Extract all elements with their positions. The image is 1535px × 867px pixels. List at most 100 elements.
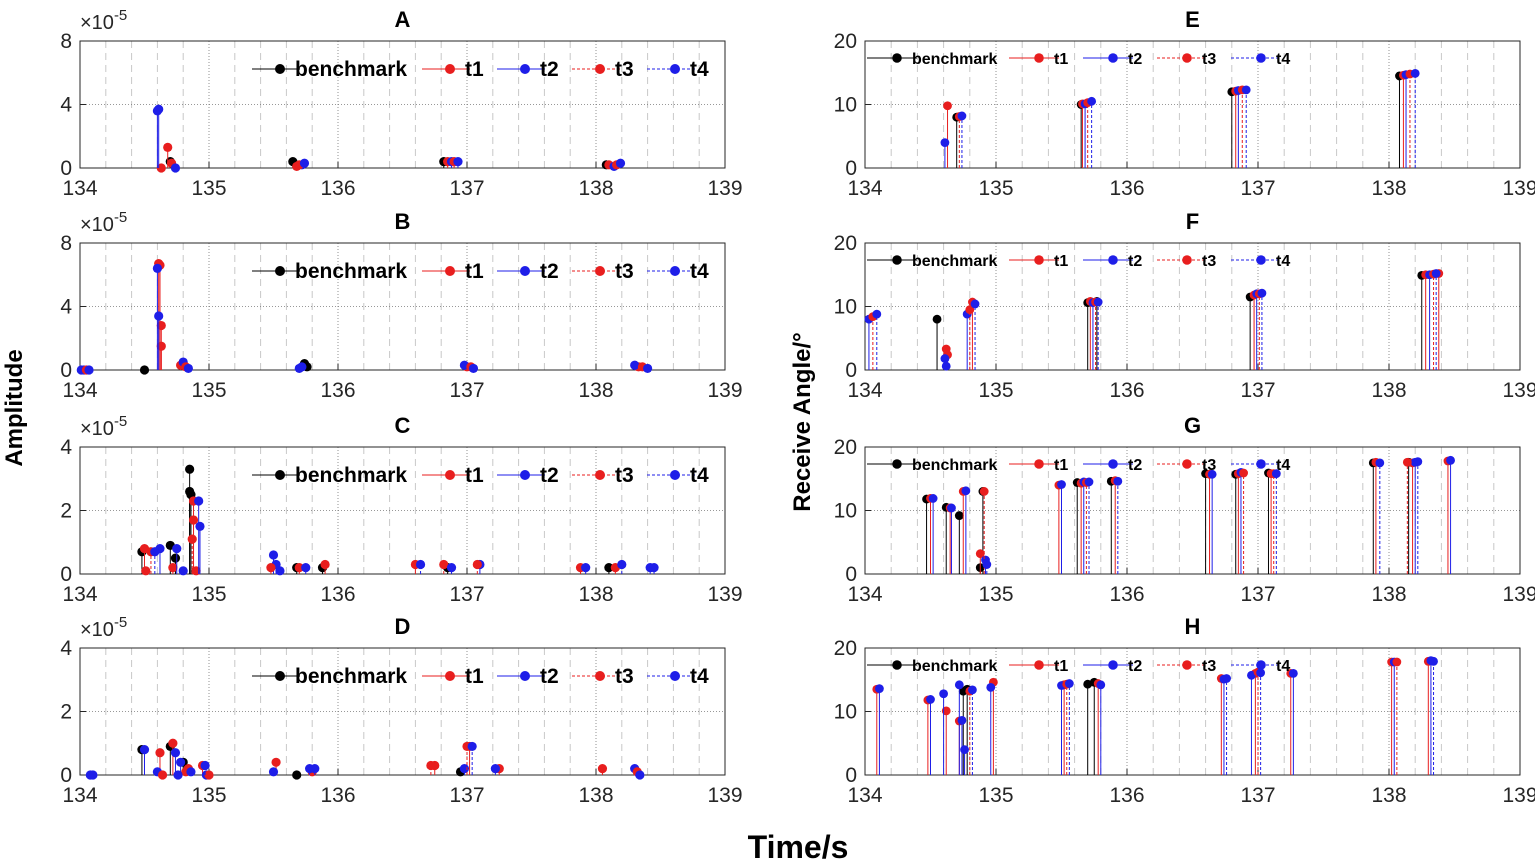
legend-marker-t4 xyxy=(1256,255,1266,265)
marker-t2 xyxy=(154,311,164,321)
legend-label-t1: t1 xyxy=(1054,253,1068,270)
legend-marker-t1 xyxy=(1034,459,1044,469)
marker-t4 xyxy=(275,566,285,576)
marker-t2 xyxy=(960,745,969,754)
legend-label-t3: t3 xyxy=(1202,457,1216,474)
marker-t4 xyxy=(649,563,659,573)
marker-t3 xyxy=(439,559,449,570)
axis-exponent-label: ×10-5 xyxy=(80,614,127,641)
legend-label-t4: t4 xyxy=(690,665,709,688)
legend-marker-t2 xyxy=(520,671,530,681)
marker-t2 xyxy=(1057,480,1066,489)
legend-label-t4: t4 xyxy=(690,260,709,283)
x-tick-label: 139 xyxy=(707,583,742,606)
marker-t1 xyxy=(597,764,608,774)
legend-marker-benchmark xyxy=(892,660,902,670)
legend-label-t4: t4 xyxy=(1276,658,1290,675)
panel-title: B xyxy=(395,209,411,234)
marker-t4 xyxy=(1241,85,1251,95)
y-tick-label: 20 xyxy=(834,30,857,53)
marker-benchmark xyxy=(185,464,195,474)
panel-title: E xyxy=(1185,7,1200,32)
marker-t4 xyxy=(635,770,645,780)
marker-t2 xyxy=(176,757,186,767)
x-tick-label: 139 xyxy=(1502,177,1535,200)
marker-t4 xyxy=(1084,477,1094,487)
legend-label-benchmark: benchmark xyxy=(295,464,407,487)
marker-t3 xyxy=(187,534,197,544)
marker-t4 xyxy=(150,547,160,557)
marker-t3 xyxy=(1402,457,1412,467)
marker-t1 xyxy=(188,515,199,525)
y-tick-label: 4 xyxy=(60,94,72,117)
y-tick-label: 0 xyxy=(60,764,72,787)
marker-t1 xyxy=(975,549,985,559)
x-tick-label: 137 xyxy=(1240,784,1275,807)
legend: benchmark t1 t2 t3 t4 xyxy=(867,51,1290,68)
legend: benchmark t1 t2 t3 t4 xyxy=(867,658,1290,675)
marker-t2 xyxy=(195,521,205,531)
marker-t4 xyxy=(643,363,653,374)
legend-label-t1: t1 xyxy=(1054,658,1068,675)
x-tick-label: 137 xyxy=(1240,379,1275,402)
marker-t4 xyxy=(1113,476,1123,486)
marker-t4 xyxy=(872,309,882,319)
marker-benchmark xyxy=(139,365,150,375)
legend-label-t3: t3 xyxy=(615,464,634,487)
marker-t2 xyxy=(941,361,951,371)
x-tick-label: 138 xyxy=(578,379,613,402)
marker-t4 xyxy=(467,741,477,752)
y-tick-label: 20 xyxy=(834,232,857,255)
legend-label-t4: t4 xyxy=(1276,51,1290,68)
x-tick-label: 138 xyxy=(578,583,613,606)
marker-t3 xyxy=(157,770,168,780)
legend-label-t1: t1 xyxy=(465,260,484,283)
marker-t1 xyxy=(943,101,952,111)
legend: benchmark t1 t2 t3 t4 xyxy=(252,260,709,283)
legend-label-t2: t2 xyxy=(1128,51,1142,68)
panel-title: G xyxy=(1184,413,1201,438)
marker-t4 xyxy=(1375,458,1385,468)
legend: benchmark t1 t2 t3 t4 xyxy=(252,665,709,688)
marker-t4 xyxy=(581,563,591,573)
marker-t1 xyxy=(294,563,304,573)
marker-t4 xyxy=(617,559,627,570)
legend: benchmark t1 t2 t3 t4 xyxy=(867,457,1290,474)
x-tick-label: 134 xyxy=(62,784,97,807)
marker-t2 xyxy=(957,715,967,725)
marker-t4 xyxy=(970,299,980,309)
legend-marker-t1 xyxy=(445,64,455,74)
marker-t4 xyxy=(88,770,98,780)
legend-label-benchmark: benchmark xyxy=(912,457,997,474)
right-y-axis-label: Receive Angle/° xyxy=(789,332,816,511)
legend-marker-t1 xyxy=(1034,660,1044,670)
marker-t4 xyxy=(1431,269,1441,278)
x-tick-label: 135 xyxy=(191,583,226,606)
legend-label-t3: t3 xyxy=(615,665,634,688)
axis-exponent-label: ×10-5 xyxy=(80,209,127,236)
marker-t2 xyxy=(1247,670,1256,680)
legend-marker-t3 xyxy=(1182,53,1192,63)
legend-label-benchmark: benchmark xyxy=(295,665,407,688)
panel-title: D xyxy=(395,614,411,639)
legend-label-t3: t3 xyxy=(1202,658,1216,675)
marker-t4 xyxy=(299,158,310,168)
marker-t2 xyxy=(154,104,164,114)
marker-t4 xyxy=(84,365,94,375)
legend-marker-t2 xyxy=(520,266,530,276)
marker-t4 xyxy=(957,111,967,121)
y-tick-label: 20 xyxy=(834,637,857,660)
marker-t1 xyxy=(168,738,178,748)
marker-t4 xyxy=(310,764,320,774)
marker-t3 xyxy=(266,563,276,573)
x-tick-label: 138 xyxy=(1371,379,1406,402)
legend-label-t4: t4 xyxy=(690,464,709,487)
x-tick-label: 135 xyxy=(191,177,226,200)
marker-t4 xyxy=(1256,668,1266,678)
legend-label-t2: t2 xyxy=(1128,253,1142,270)
marker-t2 xyxy=(170,748,181,758)
